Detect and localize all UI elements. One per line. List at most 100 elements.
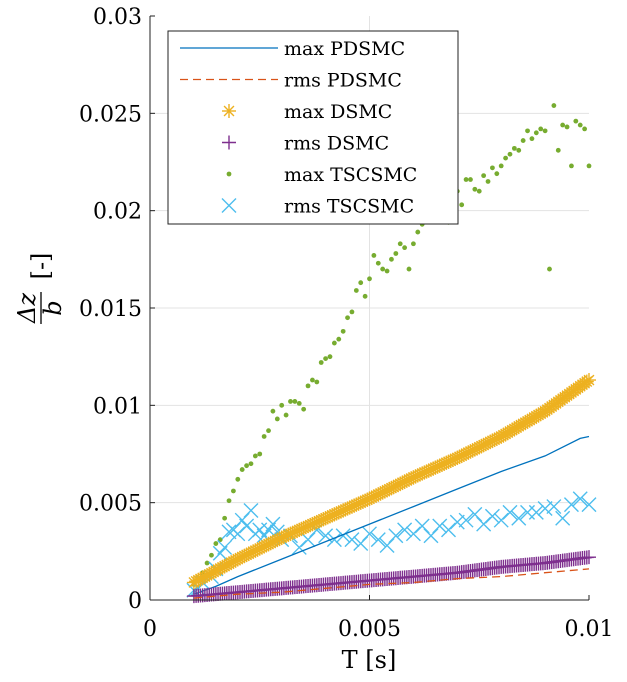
- y-tick-label: 0.01: [93, 394, 142, 419]
- data-point: [563, 497, 579, 513]
- data-point: [397, 241, 403, 247]
- data-point: [463, 177, 469, 182]
- data-point: [476, 188, 482, 194]
- series-rms-dsmc: [186, 550, 596, 604]
- data-point: [248, 461, 254, 467]
- data-point: [358, 280, 364, 286]
- data-point: [279, 402, 285, 408]
- y-tick-label: 0.015: [79, 297, 142, 322]
- legend-swatch: [222, 135, 236, 150]
- series-rms-pdsmc: [193, 568, 590, 599]
- data-point: [226, 498, 232, 504]
- data-point: [349, 309, 355, 315]
- data-point: [371, 253, 377, 258]
- data-point: [186, 575, 201, 590]
- data-point: [327, 354, 333, 360]
- data-point: [415, 229, 421, 235]
- data-point: [503, 155, 508, 161]
- data-point: [555, 510, 571, 526]
- data-point: [384, 481, 399, 496]
- y-axis-title-unit: [-]: [27, 253, 55, 280]
- data-point: [528, 504, 544, 520]
- data-point: [331, 340, 337, 346]
- data-point: [389, 256, 394, 262]
- legend-swatch: [222, 104, 236, 118]
- data-point: [572, 491, 588, 507]
- x-tick-label: 0.005: [338, 617, 401, 642]
- legend-item-max-pdsmc: max PDSMC: [180, 38, 405, 60]
- data-point: [230, 526, 246, 542]
- data-point: [520, 138, 526, 143]
- data-point: [221, 524, 237, 540]
- data-point: [577, 122, 583, 128]
- y-tick-label: 0.025: [79, 102, 142, 127]
- axes: 0 0.005 0.01 0.015 0.02 0.025 0.03 0 0.005 0.01: [79, 5, 613, 642]
- data-point: [301, 406, 307, 412]
- legend-label: max TSCSMC: [284, 164, 417, 186]
- data-point: [573, 118, 579, 124]
- legend-label: rms DSMC: [284, 133, 389, 155]
- data-point: [411, 241, 416, 247]
- series-max-pdsmc: [193, 435, 590, 595]
- data-point: [564, 124, 570, 130]
- legend-item-max-tscsmc: max TSCSMC: [226, 164, 417, 186]
- data-point: [235, 476, 241, 482]
- data-point: [257, 451, 263, 457]
- data-point: [274, 416, 280, 422]
- data-point: [340, 328, 346, 334]
- legend-swatch: [221, 198, 237, 213]
- data-point: [362, 293, 368, 299]
- data-point: [288, 399, 293, 404]
- data-point: [406, 266, 412, 272]
- data-point: [336, 336, 342, 342]
- series-line: [193, 568, 590, 599]
- data-point: [542, 128, 548, 134]
- series-line: [193, 435, 590, 595]
- legend-item-rms-tscsmc: rms TSCSMC: [221, 196, 414, 218]
- data-point: [292, 399, 298, 404]
- y-axis-title-denominator: b: [39, 300, 67, 315]
- data-point: [353, 288, 359, 293]
- data-point: [445, 452, 460, 467]
- data-point: [472, 186, 478, 192]
- data-point: [397, 522, 413, 538]
- data-point: [582, 373, 596, 388]
- data-point: [582, 126, 588, 132]
- legend-swatch: [226, 171, 232, 177]
- data-point: [485, 179, 491, 184]
- data-point: [581, 497, 597, 513]
- data-point: [193, 571, 208, 586]
- data-point: [525, 128, 530, 134]
- data-point: [468, 177, 473, 182]
- data-point: [252, 453, 258, 459]
- data-point: [345, 315, 350, 321]
- data-point: [481, 173, 487, 179]
- y-axis-title: Δz b [-]: [13, 253, 67, 324]
- data-point: [291, 539, 307, 555]
- legend-label: rms TSCSMC: [284, 196, 414, 218]
- legend-label: max DSMC: [284, 101, 392, 123]
- data-point: [459, 202, 465, 208]
- y-tick-label: 0.02: [93, 200, 142, 225]
- data-point: [261, 434, 267, 439]
- data-point: [560, 122, 566, 128]
- data-point: [507, 151, 513, 157]
- data-point: [493, 512, 509, 528]
- data-point: [388, 528, 404, 544]
- data-point: [393, 251, 399, 256]
- data-point: [209, 552, 214, 558]
- data-point: [458, 512, 474, 528]
- data-point: [244, 463, 249, 469]
- data-point: [239, 518, 255, 534]
- data-point: [533, 130, 539, 136]
- data-point: [362, 526, 377, 542]
- data-point: [213, 541, 219, 546]
- data-point: [582, 550, 596, 565]
- data-point: [546, 499, 562, 515]
- data-point: [375, 260, 381, 266]
- data-point: [538, 126, 544, 132]
- legend-item-rms-pdsmc: rms PDSMC: [180, 70, 402, 92]
- data-point: [494, 171, 500, 177]
- data-point: [270, 408, 276, 414]
